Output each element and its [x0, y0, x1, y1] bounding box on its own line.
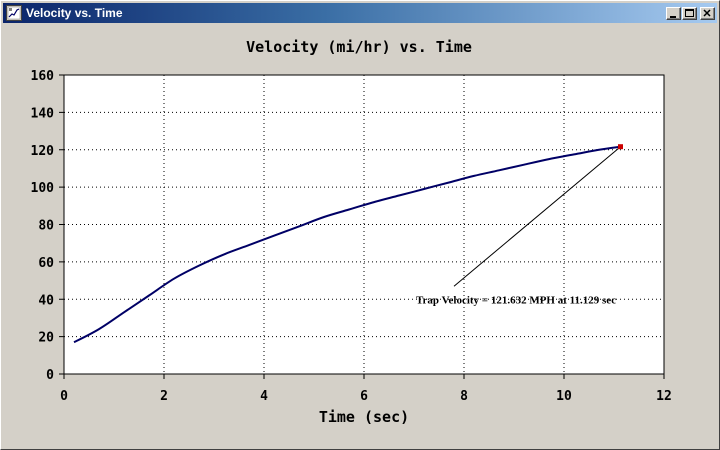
minimize-button[interactable]	[666, 7, 681, 20]
annotation-leader-line	[453, 146, 621, 287]
axis-ticks	[59, 74, 665, 379]
x-axis-label: Time (sec)	[319, 408, 409, 426]
y-tick-label: 60	[38, 256, 54, 271]
y-tick-label: 40	[38, 293, 54, 308]
maximize-button[interactable]	[682, 7, 697, 20]
grid-lines	[64, 75, 664, 374]
x-tick-label: 6	[360, 389, 368, 404]
velocity-curve	[73, 145, 621, 344]
close-icon	[703, 9, 711, 17]
chart-title: Velocity (mi/hr) vs. Time	[246, 38, 472, 56]
x-tick-label: 0	[60, 389, 68, 404]
y-tick-label: 120	[31, 144, 55, 159]
y-tick-label: 160	[31, 69, 55, 84]
y-tick-labels: 0 20 40 60 80 100 120 140 160	[31, 69, 55, 383]
x-tick-label: 10	[556, 389, 572, 404]
minimize-icon	[670, 16, 676, 18]
x-tick-label: 8	[460, 389, 468, 404]
y-tick-label: 0	[46, 368, 54, 383]
x-tick-label: 2	[160, 389, 168, 404]
x-tick-label: 4	[260, 389, 268, 404]
trap-velocity-annotation: Trap Velocity = 121.632 MPH at 11.129 se…	[416, 294, 616, 306]
y-tick-label: 20	[38, 331, 54, 346]
title-bar[interactable]: Velocity vs. Time	[3, 3, 717, 23]
y-tick-label: 80	[38, 219, 54, 234]
window-title: Velocity vs. Time	[26, 6, 123, 20]
maximize-icon	[685, 9, 694, 17]
y-tick-label: 100	[31, 181, 55, 196]
trap-velocity-marker	[618, 144, 623, 150]
close-button[interactable]	[700, 7, 715, 20]
x-tick-label: 12	[656, 389, 672, 404]
x-tick-labels: 0 2 4 6 8 10 12	[60, 389, 672, 404]
graph-app-icon[interactable]	[6, 5, 22, 21]
y-tick-label: 140	[31, 106, 55, 121]
